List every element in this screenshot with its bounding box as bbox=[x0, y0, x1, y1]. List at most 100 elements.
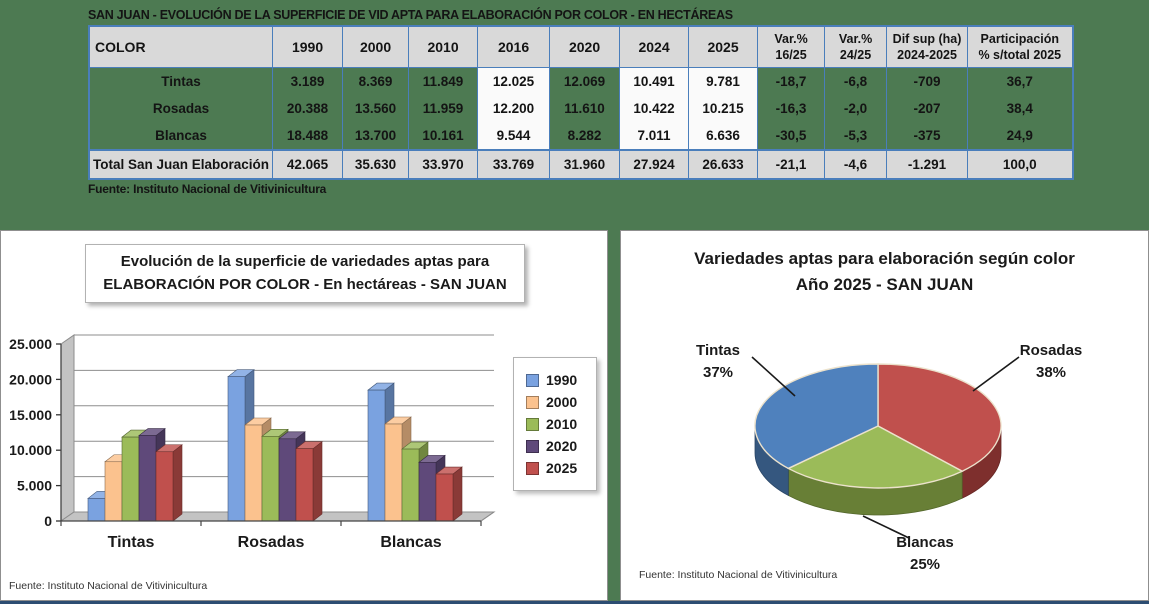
pie-label-Tintas: Tintas bbox=[696, 342, 740, 359]
legend-item: 2010 bbox=[526, 416, 596, 432]
table-cell: 9.781 bbox=[688, 67, 759, 95]
table-cell: 13.560 bbox=[342, 95, 410, 122]
table-cell: 10.161 bbox=[408, 122, 479, 150]
legend-item: 2025 bbox=[526, 460, 596, 476]
pie-chart-source: Fuente: Instituto Nacional de Vitivinicu… bbox=[639, 569, 838, 581]
table-cell: 10.215 bbox=[688, 95, 759, 122]
legend-label: 1990 bbox=[546, 372, 578, 388]
table-cell: 12.025 bbox=[477, 67, 551, 95]
table-cell: 42.065 bbox=[272, 149, 344, 179]
pie-slice-Tintas bbox=[754, 363, 879, 470]
row-label: Total San Juan Elaboración bbox=[88, 149, 274, 179]
table-cell: -30,5 bbox=[757, 122, 826, 150]
column-header: 2024 bbox=[619, 26, 690, 68]
table-cell: 18.488 bbox=[272, 122, 344, 150]
x-axis-category-label: Blancas bbox=[380, 534, 441, 551]
table-cell: 13.700 bbox=[342, 122, 410, 150]
summary-table-section: SAN JUAN - EVOLUCIÓN DE LA SUPERFICIE DE… bbox=[88, 8, 1074, 196]
table-cell: 100,0 bbox=[967, 149, 1074, 179]
table-cell: 12.200 bbox=[477, 95, 551, 122]
table-cell: -21,1 bbox=[757, 149, 826, 179]
bar-2025-Blancas bbox=[435, 473, 454, 522]
table-cell: -6,8 bbox=[824, 67, 888, 95]
table-cell: 11.610 bbox=[549, 95, 621, 122]
y-axis-tick-label: 20.000 bbox=[9, 371, 52, 387]
y-axis-tick-label: 5.000 bbox=[17, 478, 52, 494]
bar-2000-Tintas bbox=[104, 461, 123, 522]
table-cell: -4,6 bbox=[824, 149, 888, 179]
bar-2025-Tintas bbox=[155, 451, 174, 522]
pie-leader-line-Blancas bbox=[862, 515, 910, 539]
table-cell: -207 bbox=[886, 95, 969, 122]
pie-percent-Tintas: 37% bbox=[703, 364, 733, 381]
bar-2020-Tintas bbox=[138, 435, 157, 522]
table-cell: 7.011 bbox=[619, 122, 690, 150]
column-header: 2010 bbox=[408, 26, 479, 68]
table-cell: 36,7 bbox=[967, 67, 1074, 95]
pie-percent-Blancas: 25% bbox=[910, 556, 940, 573]
table-cell: -18,7 bbox=[757, 67, 826, 95]
table-cell: 8.369 bbox=[342, 67, 410, 95]
bar-chart: 0 5.000 10.000 15.000 20.000 25.000 Tintas Rosa… bbox=[9, 334, 496, 551]
table-title: SAN JUAN - EVOLUCIÓN DE LA SUPERFICIE DE… bbox=[88, 8, 733, 22]
bar-1990-Tintas bbox=[87, 498, 106, 522]
legend-swatch bbox=[526, 461, 539, 475]
column-header: 1990 bbox=[272, 26, 344, 68]
bottom-accent-bar bbox=[0, 601, 1149, 604]
legend-item: 1990 bbox=[526, 372, 596, 388]
table-cell: 11.959 bbox=[408, 95, 479, 122]
legend-label: 2020 bbox=[546, 438, 578, 454]
table-cell: -2,0 bbox=[824, 95, 888, 122]
bar-chart-source: Fuente: Instituto Nacional de Vitivinicu… bbox=[9, 580, 208, 592]
column-header: 2020 bbox=[549, 26, 621, 68]
bar-2000-Rosadas bbox=[244, 424, 263, 522]
bar-2020-Rosadas bbox=[278, 438, 297, 522]
pie-label-Blancas: Blancas bbox=[896, 534, 954, 551]
bar-2010-Tintas bbox=[121, 436, 140, 522]
legend-label: 2010 bbox=[546, 416, 578, 432]
total-row: Total San Juan Elaboración 42.065 35.630 33… bbox=[88, 149, 1074, 179]
table-cell: -709 bbox=[886, 67, 969, 95]
bar-1990-Rosadas bbox=[227, 376, 246, 522]
pie-chart: Rosadas 38% Blancas 25% Tintas 37% bbox=[696, 342, 1083, 573]
pie-leader-line-Rosadas bbox=[972, 356, 1020, 392]
bar-1990-Blancas bbox=[367, 389, 386, 522]
column-header: COLOR bbox=[88, 26, 274, 68]
table-source: Fuente: Instituto Nacional de Vitivinicu… bbox=[88, 182, 327, 196]
bar-2000-Blancas bbox=[384, 423, 403, 522]
table-cell: -16,3 bbox=[757, 95, 826, 122]
row-label: Blancas bbox=[88, 122, 274, 150]
row-label: Rosadas bbox=[88, 95, 274, 122]
legend-swatch bbox=[526, 417, 539, 431]
table-cell: 8.282 bbox=[549, 122, 621, 150]
x-axis-category-label: Rosadas bbox=[238, 534, 305, 551]
column-header: Dif sup (ha) 2024-2025 bbox=[886, 26, 969, 68]
bar-2020-Blancas bbox=[418, 462, 437, 522]
legend-swatch bbox=[526, 439, 539, 453]
column-header: Var.% 16/25 bbox=[757, 26, 826, 68]
x-axis-category-label: Tintas bbox=[108, 534, 155, 551]
table-cell: 27.924 bbox=[619, 149, 690, 179]
table-row: Blancas 18.488 13.700 10.161 9.544 8.282 7.011… bbox=[88, 122, 1074, 150]
legend-label: 2000 bbox=[546, 394, 578, 410]
table-cell: 26.633 bbox=[688, 149, 759, 179]
y-axis-tick-label: 10.000 bbox=[9, 442, 52, 458]
table-cell: 38,4 bbox=[967, 95, 1074, 122]
table-cell: 24,9 bbox=[967, 122, 1074, 150]
column-header: Participación% s/total 2025 bbox=[967, 26, 1074, 68]
table-cell: 33.769 bbox=[477, 149, 551, 179]
column-header: 2000 bbox=[342, 26, 410, 68]
table-cell: 31.960 bbox=[549, 149, 621, 179]
bar-2010-Blancas bbox=[401, 448, 420, 522]
table-cell: 3.189 bbox=[272, 67, 344, 95]
bar-2025-Rosadas bbox=[295, 448, 314, 522]
pie-percent-Rosadas: 38% bbox=[1036, 364, 1066, 381]
table-row: Tintas 3.189 8.369 11.849 12.025 12.069 10.491… bbox=[88, 67, 1074, 95]
table-cell: 35.630 bbox=[342, 149, 410, 179]
y-axis-tick-label: 0 bbox=[44, 513, 52, 529]
pie-label-Rosadas: Rosadas bbox=[1020, 342, 1083, 359]
bar-chart-title: Evolución de la superficie de variedades… bbox=[85, 244, 525, 303]
table-cell: 10.422 bbox=[619, 95, 690, 122]
row-label: Tintas bbox=[88, 67, 274, 95]
table-cell: -1.291 bbox=[886, 149, 969, 179]
